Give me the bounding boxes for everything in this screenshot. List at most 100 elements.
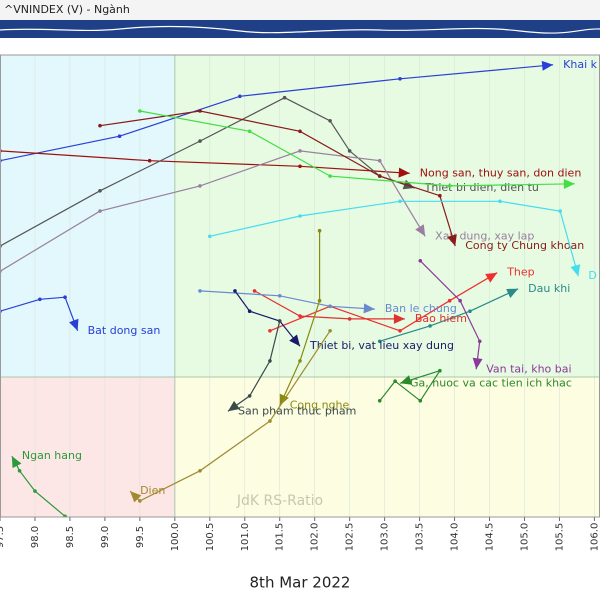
head-arrow: [541, 60, 554, 71]
tail-line: [379, 288, 519, 342]
x-tick-label: 106.0: [589, 523, 600, 552]
tail-point: [138, 109, 142, 113]
tail-line: [419, 260, 481, 370]
navigator-line: [0, 25, 600, 34]
tail-point: [63, 295, 67, 300]
tail-point: [298, 164, 302, 169]
tail-point: [328, 119, 332, 123]
tail-point: [198, 184, 202, 188]
date-label: 8th Mar 2022: [250, 574, 351, 592]
tail-point: [468, 309, 472, 314]
quadrant-lagging: [0, 377, 175, 517]
tail-line: [0, 150, 410, 174]
x-tick-label: 99.0: [100, 526, 111, 548]
series-label: Xay dung, xay lap: [435, 229, 534, 242]
x-tick-label: 105.0: [519, 523, 530, 552]
head-arrow: [227, 400, 240, 412]
series-label: Cong nghe: [290, 399, 350, 412]
x-tick-label: 97.5: [0, 526, 6, 548]
tail-point: [328, 329, 332, 333]
head-arrow: [506, 288, 519, 298]
tail-point: [147, 158, 152, 163]
tail-point: [63, 514, 67, 517]
series-label: Cong ty Chung khoan: [465, 239, 584, 252]
x-tick-label: 99.5: [135, 526, 146, 548]
tail-point: [458, 298, 462, 303]
x-tick-label: 100.5: [205, 523, 216, 552]
head-arrow: [393, 313, 405, 324]
series-label: Thiet bi dien, dien tu: [424, 181, 539, 194]
tail-point: [98, 209, 102, 213]
head-arrow: [447, 234, 457, 247]
tail-point: [377, 399, 382, 403]
navigator: [0, 20, 600, 38]
tail-point: [377, 339, 382, 344]
tail-point: [328, 174, 332, 178]
tail-line: [0, 97, 415, 247]
head-arrow: [400, 375, 412, 385]
tail-point: [317, 228, 322, 233]
tail-line: [227, 320, 281, 412]
tail-point: [438, 368, 442, 373]
tail-point: [298, 214, 302, 218]
tail-point: [298, 359, 302, 363]
tail-point: [317, 298, 322, 303]
tail-point: [398, 77, 402, 81]
series-label: San pham thuc pham: [238, 404, 356, 417]
series-label: Khai k: [563, 58, 597, 71]
tail-point: [347, 317, 352, 321]
head-arrow: [363, 303, 375, 314]
tail-point: [282, 95, 287, 100]
head-arrow: [398, 167, 410, 178]
x-tick-label: 101.5: [275, 523, 286, 552]
tail-line: [279, 230, 321, 406]
head-arrow: [570, 264, 581, 277]
head-arrow: [563, 178, 575, 189]
tail-point: [498, 199, 502, 204]
tail-point: [207, 234, 212, 239]
x-tick-label: 103.0: [380, 523, 391, 552]
series-label: Ngan hang: [22, 449, 82, 462]
tail-point: [198, 139, 202, 143]
x-tick-label: 104.0: [450, 523, 461, 552]
tail-point: [198, 109, 202, 113]
head-arrow: [472, 357, 483, 370]
x-tick-label: 105.5: [554, 523, 565, 552]
tail-point: [38, 297, 42, 302]
tail-point: [198, 469, 202, 473]
tail-point: [138, 499, 142, 503]
tail-line: [199, 290, 375, 310]
tail-point: [377, 158, 382, 163]
x-tick-label: 102.0: [310, 523, 321, 552]
tail-point: [438, 193, 442, 198]
x-tick-label: 101.0: [240, 523, 251, 552]
head-arrow: [289, 334, 300, 347]
tail-point: [268, 359, 272, 363]
quadrant-weakening: [174, 377, 600, 517]
tail-point: [247, 309, 252, 314]
quadrant-leading: [174, 55, 600, 377]
tail-point: [447, 298, 452, 303]
head-arrow: [415, 224, 426, 237]
tail-point: [418, 399, 423, 403]
tail-point: [98, 123, 102, 128]
tail-line: [0, 150, 426, 272]
title-bar: [0, 0, 600, 20]
tail-point: [377, 174, 382, 178]
x-tick-label: 98.5: [65, 526, 76, 548]
series-label: Ban le chung: [385, 302, 457, 315]
x-tick-label: 103.5: [415, 523, 426, 552]
plot-area: JdK RS-Ratio Khai k Nong san, thuy san, do…: [0, 55, 600, 517]
tail-point: [117, 134, 122, 138]
head-arrow: [130, 491, 142, 503]
tail-point: [198, 289, 202, 293]
tail-point: [233, 289, 237, 293]
tail-point: [247, 129, 252, 134]
tail-point: [298, 149, 302, 153]
tail-line: [209, 200, 579, 277]
head-arrow: [485, 272, 498, 283]
tail-point: [393, 379, 397, 384]
series-label: Thep: [506, 266, 534, 279]
series-label: Nong san, thuy san, don dien: [420, 166, 582, 179]
